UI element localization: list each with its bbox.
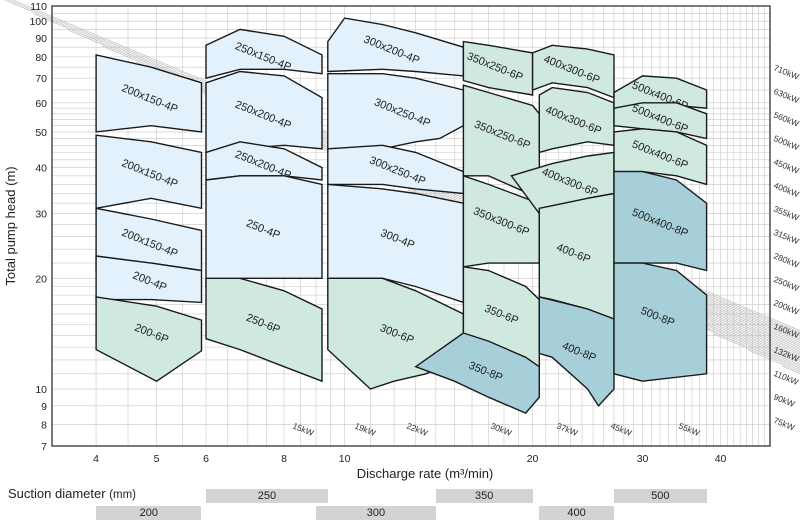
suction-diameter-label: Suction diameter (8, 486, 106, 501)
plot-frame (51, 5, 771, 447)
y-tick-label: 8 (41, 420, 47, 432)
zone-400-8P (538, 296, 615, 408)
power-label-right: 400kW (772, 180, 800, 199)
y-tick-label: 30 (35, 209, 47, 221)
power-label-right: 355kW (772, 204, 800, 223)
y-tick-label: 60 (35, 98, 47, 110)
y-tick-label: 10 (35, 384, 47, 396)
power-label-right: 200kW (772, 298, 800, 317)
zone-200x150-4P (95, 54, 203, 133)
power-line (781, 365, 800, 374)
y-axis-ticks: 7 8 9 10 20 30 40 50 60 70 80 90 100 110 (29, 1, 47, 453)
power-label-right: 450kW (772, 157, 800, 176)
zone-350x250-6P (462, 84, 540, 200)
suction-bar-350: 350 (435, 489, 533, 503)
x-tick-label: 5 (154, 453, 160, 465)
suction-diameter-title: Suction diameter (mm) (8, 486, 136, 501)
x-tick-label: 30 (637, 453, 649, 465)
power-line (713, 333, 800, 371)
suction-bar-500: 500 (613, 489, 707, 503)
power-label-right: 630kW (772, 86, 800, 105)
pump-zones: 200x150-4P200x150-4P200x150-4P200-4P200-… (95, 17, 708, 414)
suction-bar-300: 300 (316, 506, 436, 520)
suction-diameter-unit: (mm) (109, 489, 137, 501)
y-tick-label: 20 (35, 273, 47, 285)
power-label-right: 160kW (772, 321, 800, 340)
y-tick-label: 70 (35, 73, 47, 85)
suction-bar-400: 400 (539, 506, 614, 520)
zone-250-6P (205, 277, 323, 383)
power-label-right: 250kW (772, 274, 800, 293)
power-label-right: 500kW (772, 133, 800, 152)
zone-350x250-6P (462, 40, 534, 96)
x-tick-label: 40 (715, 453, 727, 465)
y-tick-label: 100 (29, 16, 47, 28)
suction-bar-200: 200 (96, 506, 202, 520)
y-tick-label: 7 (41, 441, 47, 453)
power-label-right: 280kW (772, 251, 800, 270)
x-tick-label: 10 (339, 453, 351, 465)
power-label-bottom: 15kW (291, 421, 315, 438)
x-axis-title: Discharge rate (m³/min) (357, 466, 494, 481)
power-label-right: 90kW (772, 392, 796, 409)
power-label-right: 315kW (772, 227, 800, 246)
y-tick-label: 110 (30, 1, 47, 13)
zone-200-6P (95, 296, 203, 383)
power-label-right: 710kW (772, 63, 800, 82)
y-tick-label: 9 (41, 401, 47, 413)
power-label-right: 560kW (772, 110, 800, 129)
zone-500x400-6P (613, 102, 708, 140)
x-tick-label: 6 (203, 453, 209, 465)
zone-500-8P (613, 262, 708, 382)
y-tick-label: 50 (35, 127, 47, 139)
power-label-right: 110kW (772, 368, 800, 387)
power-label-bottom: 55kW (677, 421, 701, 438)
x-tick-label: 4 (93, 453, 99, 465)
power-label-bottom: 37kW (555, 421, 579, 438)
y-tick-label: 40 (35, 163, 47, 175)
y-tick-label: 90 (35, 33, 47, 45)
power-label-bottom: 19kW (353, 421, 377, 438)
power-label-bottom: 45kW (609, 421, 633, 438)
x-tick-label: 8 (281, 453, 287, 465)
power-label-bottom: 22kW (405, 421, 429, 438)
x-axis-ticks: 4 5 6 8 10 20 30 40 (93, 453, 726, 465)
y-tick-label: 80 (35, 52, 47, 64)
suction-bar-250: 250 (206, 489, 328, 503)
zone-350-8P (414, 332, 540, 414)
power-label-right: 75kW (772, 415, 796, 432)
y-axis-title: Total pump head (m) (3, 166, 18, 285)
power-label-bottom: 30kW (489, 421, 513, 438)
zone-250x150-4P (205, 28, 323, 80)
x-tick-label: 20 (527, 453, 539, 465)
